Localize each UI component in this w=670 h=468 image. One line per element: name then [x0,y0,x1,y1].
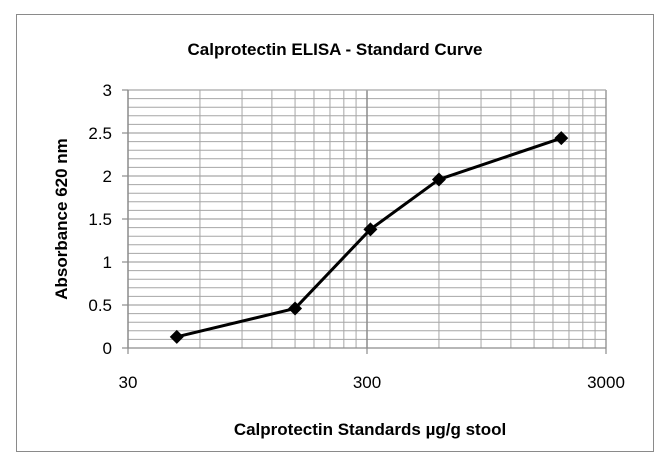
x-tick-label: 3000 [587,373,625,392]
y-tick-label: 0.5 [88,296,112,315]
tick-labels: 0 0.5 1 1.5 2 2.5 3 30 300 3000 [88,81,625,392]
y-tick-label: 2 [103,167,112,186]
axes [122,89,607,354]
gridlines [127,90,607,348]
x-tick-label: 300 [353,373,381,392]
y-axis-title: Absorbance 620 nm [52,138,71,300]
chart-title: Calprotectin ELISA - Standard Curve [187,40,482,59]
y-tick-label: 1.5 [88,210,112,229]
x-tick-label: 30 [119,373,138,392]
y-tick-label: 0 [103,339,112,358]
data-point-marker [288,301,303,316]
data-point-marker [431,172,446,187]
data-point-marker [169,329,184,344]
chart-frame [16,14,654,452]
series-line [176,136,562,339]
x-axis-title: Calprotectin Standards µg/g stool [234,420,506,439]
data-point-marker [363,222,378,237]
y-tick-label: 1 [103,253,112,272]
y-tick-label: 2.5 [88,124,112,143]
y-tick-label: 3 [103,81,112,100]
data-point-marker [554,131,569,146]
series-group [169,131,569,344]
